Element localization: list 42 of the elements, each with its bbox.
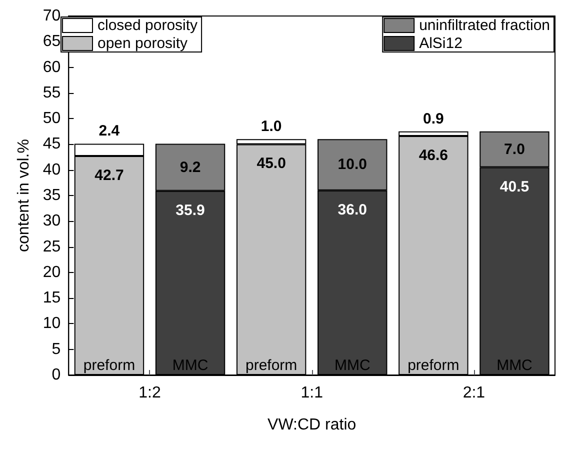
y-tick-label: 35 — [42, 187, 61, 204]
data-label: 1.0 — [260, 118, 282, 136]
data-label: 9.2 — [180, 158, 201, 176]
data-label: 45.0 — [256, 155, 286, 172]
data-label: 40.5 — [500, 178, 530, 196]
data-label: 2.4 — [98, 122, 120, 140]
text: 1:1 — [300, 384, 324, 402]
text: 1:2 — [138, 384, 161, 402]
y-tick-label: 70 — [42, 8, 61, 24]
legend-label: open porosity — [98, 35, 188, 52]
y-tick-label: 0 — [52, 366, 61, 384]
y-tick-label: 20 — [42, 264, 61, 281]
legend-label: AlSi12 — [419, 35, 462, 52]
y-tick-label: 45 — [42, 136, 61, 153]
data-label: 42.7 — [94, 167, 124, 184]
x-tick-label: preform — [408, 357, 460, 374]
y-tick-label: 5 — [52, 340, 61, 358]
data-label: 0.9 — [422, 110, 444, 128]
x-axis-title: VW:CD ratio — [268, 416, 356, 434]
data-label: 7.0 — [504, 140, 525, 158]
y-tick-label: 50 — [42, 110, 61, 128]
x-tick-label: preform — [245, 357, 298, 374]
y-tick-label: 25 — [42, 238, 61, 256]
data-label: 10.0 — [338, 156, 367, 174]
y-tick-label: 10 — [42, 315, 61, 332]
y-tick-label: 30 — [42, 212, 61, 230]
text: 2:1 — [462, 384, 486, 402]
data-label: 35.9 — [176, 202, 205, 219]
y-tick-label: 40 — [42, 161, 61, 178]
x-tick-label: preform — [83, 357, 136, 374]
x-tick-label: MMC — [172, 357, 208, 374]
y-tick-label: 65 — [42, 33, 61, 50]
y-tick-label: 55 — [42, 84, 61, 102]
y-tick-label: 15 — [42, 290, 61, 307]
y-tick-label: 60 — [42, 58, 61, 76]
y-axis-title: content in vol.% — [16, 139, 32, 252]
legend-label: uninfiltrated fraction — [419, 17, 550, 34]
data-label: 46.6 — [418, 147, 448, 164]
x-tick-label: MMC — [496, 357, 533, 374]
x-tick-label: MMC — [334, 357, 370, 374]
legend-label: closed porosity — [98, 17, 198, 34]
data-label: 36.0 — [338, 201, 367, 218]
